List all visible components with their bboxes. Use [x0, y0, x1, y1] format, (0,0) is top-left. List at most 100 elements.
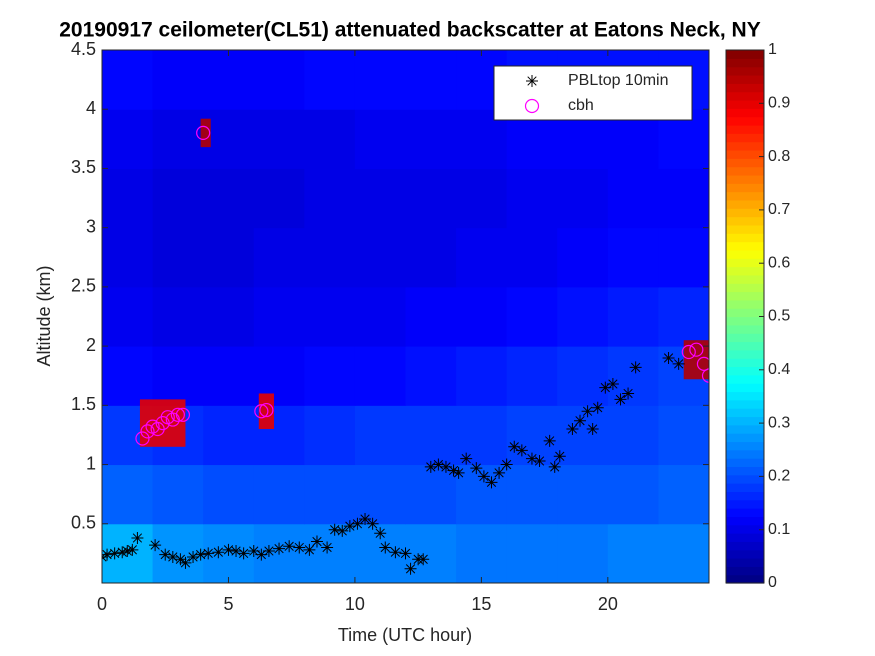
cbh-marker	[196, 125, 211, 141]
heatmap-cell	[607, 286, 659, 347]
pbl-marker	[525, 452, 538, 465]
y-tick-label: 4.5	[71, 39, 96, 59]
colorbar-segment	[726, 308, 764, 318]
heatmap-cell	[253, 286, 305, 347]
heatmap-cell	[557, 464, 609, 525]
pbl-marker	[328, 523, 341, 536]
y-tick-label: 3.5	[71, 157, 96, 177]
colorbar-segment	[726, 58, 764, 68]
heatmap-cell	[253, 464, 305, 525]
pbl-marker	[321, 541, 334, 554]
legend-label: cbh	[568, 97, 594, 114]
colorbar-segment	[726, 108, 764, 118]
colorbar-segment	[726, 399, 764, 409]
heatmap-cell	[152, 168, 204, 229]
heatmap-cell	[152, 346, 204, 406]
heatmap-cell	[253, 227, 305, 288]
x-axis-label: Time (UTC hour)	[338, 625, 472, 645]
colorbar-segment	[726, 166, 764, 176]
y-tick-label: 0.5	[71, 513, 96, 533]
colorbar-segment	[726, 216, 764, 226]
colorbar-segment	[726, 408, 764, 418]
colorbar-segment	[726, 141, 764, 151]
heatmap-cell	[405, 523, 457, 583]
cbh-marker	[135, 431, 150, 446]
colorbar-tick-label: 0.7	[768, 201, 790, 218]
pbl-marker	[202, 547, 215, 560]
pbl-marker	[622, 387, 635, 400]
colorbar-tick-label: 0	[768, 574, 777, 591]
colorbar-segment	[726, 174, 764, 184]
pbl-marker	[159, 548, 172, 561]
pbl-marker	[662, 351, 675, 364]
colorbar-segment	[726, 208, 764, 218]
heatmap-cell	[607, 523, 659, 583]
pbl-marker	[389, 546, 402, 559]
colorbar-segment	[726, 266, 764, 276]
colorbar-segment	[726, 499, 764, 509]
colorbar-tick-label: 0.4	[768, 361, 790, 378]
heatmap-cell	[557, 523, 609, 583]
pbl-marker	[485, 476, 498, 489]
colorbar-tick-label: 0.6	[768, 254, 790, 271]
pbl-marker	[508, 440, 521, 453]
pbl-marker	[533, 455, 546, 468]
legend-label: PBLtop 10min	[568, 72, 669, 89]
colorbar-segment	[726, 224, 764, 234]
colorbar-segment	[726, 341, 764, 351]
heatmap-cell	[405, 286, 457, 347]
y-tick-label: 3	[86, 216, 96, 236]
colorbar-segment	[726, 508, 764, 517]
pbl-marker	[591, 401, 604, 414]
cloud-patch	[258, 393, 274, 430]
heatmap-cell	[506, 346, 558, 406]
heatmap-cell	[253, 50, 305, 110]
pbl-marker	[310, 535, 323, 548]
pbl-marker	[283, 540, 296, 553]
heatmap-cell	[658, 523, 709, 583]
colorbar-segment	[726, 283, 764, 293]
colorbar-segment	[726, 91, 764, 101]
heatmap-cell	[102, 346, 154, 406]
cbh-marker	[701, 368, 709, 383]
heatmap-cell	[354, 405, 406, 466]
colorbar-segment	[726, 433, 764, 443]
colorbar-tick-label: 0.8	[768, 148, 790, 165]
pbl-marker	[273, 542, 286, 555]
heatmap-cell	[203, 50, 255, 110]
heatmap-cell	[607, 464, 659, 525]
heatmap-cell	[354, 168, 406, 229]
y-axis-label: Altitude (km)	[34, 265, 54, 366]
heatmap-cell	[152, 286, 204, 347]
pbl-marker	[116, 546, 129, 559]
pbl-marker	[126, 543, 139, 556]
colorbar-segment	[726, 441, 764, 451]
colorbar-segment	[726, 199, 764, 209]
colorbar-segment	[726, 349, 764, 359]
heatmap-cell	[203, 168, 255, 229]
heatmap-cell	[658, 168, 709, 229]
cbh-marker	[689, 342, 704, 357]
colorbar-segment	[726, 316, 764, 326]
heatmap-cell	[557, 405, 609, 466]
heatmap-cell	[203, 464, 255, 525]
heatmap-cell	[102, 109, 154, 169]
colorbar-segment	[726, 516, 764, 526]
heatmap-cell	[658, 405, 709, 466]
heatmap-cell	[456, 286, 508, 347]
colorbar-segment	[726, 299, 764, 309]
pbl-marker	[166, 550, 179, 563]
colorbar-segment	[726, 324, 764, 334]
colorbar-tick-label: 0.1	[768, 521, 790, 538]
colorbar-segment	[726, 158, 764, 168]
pbl-marker	[404, 562, 417, 575]
colorbar-segment	[726, 541, 764, 551]
colorbar-segment	[726, 466, 764, 476]
colorbar-segment	[726, 474, 764, 484]
heatmap-cell	[152, 109, 204, 169]
pbl-marker	[102, 548, 114, 561]
pbl-marker	[543, 434, 556, 447]
heatmap-cell	[304, 346, 356, 406]
colorbar-segment	[726, 83, 764, 93]
